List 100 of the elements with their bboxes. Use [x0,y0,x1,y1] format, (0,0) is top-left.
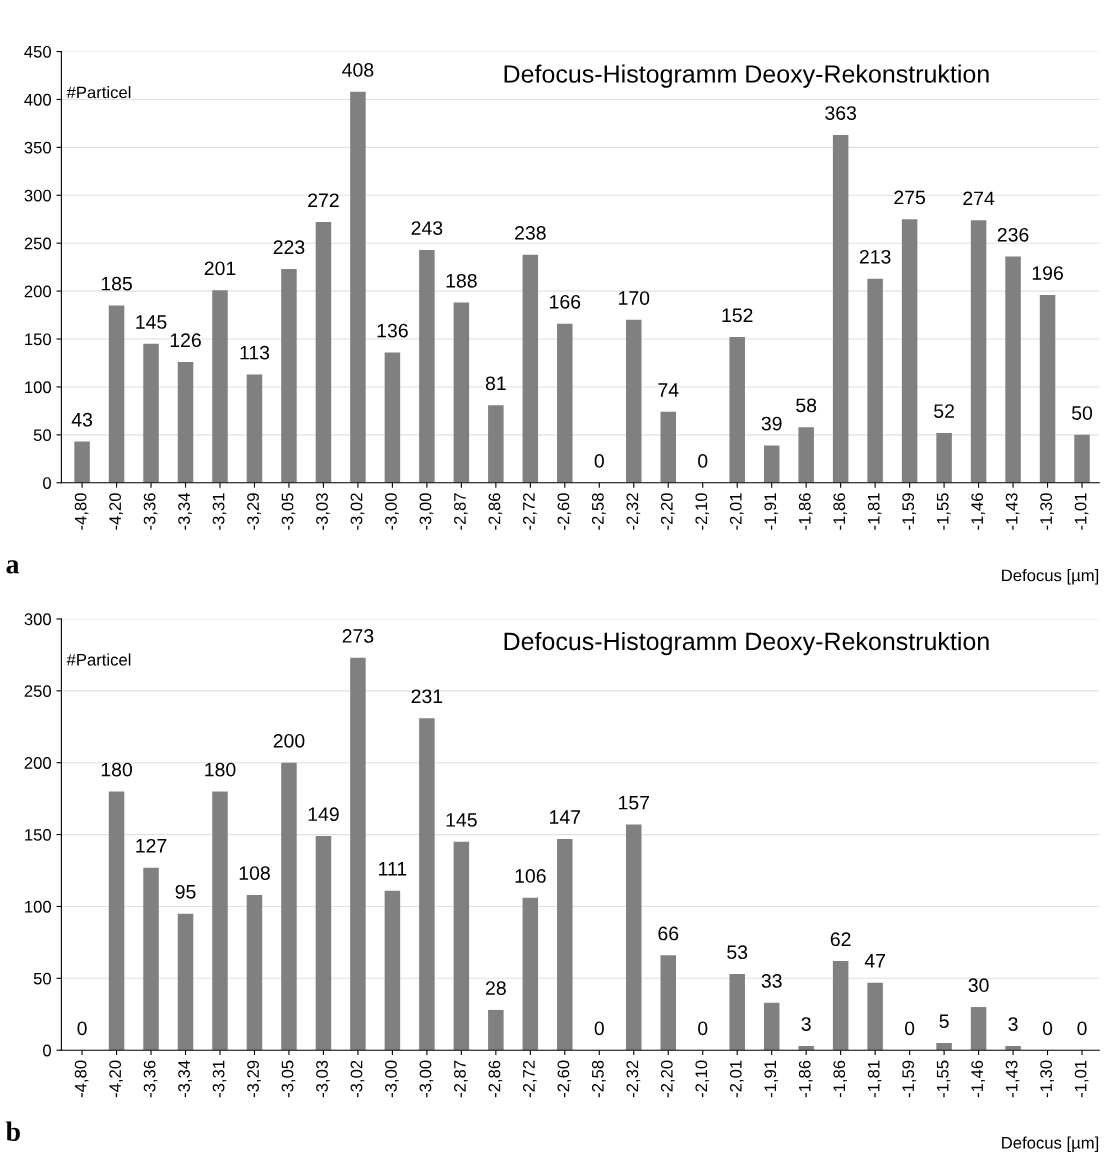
x-tick-label: -1,55 [936,1060,951,1098]
bar [350,657,366,1051]
data-label: 106 [515,869,546,883]
bar [867,982,883,1051]
bar [1039,294,1056,483]
data-label: 136 [377,323,408,338]
data-label: 5 [939,1014,949,1029]
x-tick-label: -4,80 [74,493,89,530]
bar [1005,256,1021,483]
y-tick-label: 450 [24,45,52,58]
bar [281,269,297,483]
bar [315,836,332,1051]
x-tick-label: -2,87 [454,493,468,530]
bar [970,1007,987,1051]
data-label: 231 [411,689,443,704]
bar [453,302,470,483]
bar [143,867,159,1051]
bar [970,220,987,483]
x-tick-label: -1,86 [833,1060,848,1098]
data-label: 52 [934,404,954,418]
x-tick-label: -2,87 [454,1060,468,1098]
bar [557,838,573,1051]
x-tick-label: -1,01 [1074,493,1089,530]
data-label: 39 [761,416,782,431]
data-label: 113 [240,345,270,360]
x-tick-label: -1,86 [798,1060,813,1098]
bar [212,290,228,483]
x-tick-label: -1,46 [971,1060,986,1098]
bar [108,305,125,483]
x-tick-label: -2,32 [626,493,641,530]
x-tick-label: -3,31 [212,1060,227,1098]
bar [660,411,676,483]
data-label: 28 [486,981,506,995]
bar [798,427,814,483]
y-axis-title: #Particel [66,653,131,666]
x-tick-label: -1,46 [971,493,986,530]
data-label: 127 [136,838,167,853]
y-tick-label: 100 [25,381,52,394]
data-label: 236 [997,227,1029,242]
x-tick-label: -2,01 [729,493,744,530]
bar [626,824,642,1051]
x-tick-label: -3,05 [281,1060,296,1098]
x-tick-label: -2,10 [695,493,710,530]
data-label: 152 [722,308,753,323]
data-label: 166 [550,294,581,309]
bar [246,374,263,483]
data-label: 196 [1032,266,1063,280]
x-tick-label: -1,86 [833,493,848,530]
data-label: 74 [658,383,679,397]
bar [74,441,90,483]
x-tick-label: -2,20 [660,1060,675,1098]
y-tick-label: 250 [24,237,52,250]
x-tick-label: -3,00 [385,1060,399,1098]
data-label: 149 [308,807,339,822]
bar [143,343,159,483]
x-tick-label: -2,86 [488,1060,503,1098]
bar [246,894,263,1051]
bar [798,1045,814,1051]
data-label: 238 [515,225,546,240]
x-tick-label: -3,02 [350,1060,365,1098]
data-label: 223 [273,240,305,255]
x-tick-label: -3,05 [281,493,296,530]
data-label: 53 [727,945,748,960]
bar [729,337,745,483]
data-label: 62 [830,932,851,947]
x-tick-label: -3,34 [178,492,192,530]
bar [522,897,539,1051]
bar [867,278,883,483]
bar [557,323,573,483]
bar [177,362,194,483]
x-tick-label: -4,80 [74,1060,89,1098]
x-tick-label: -3,03 [316,493,330,530]
bar [660,955,676,1051]
data-label: 157 [619,795,650,810]
x-axis-title: Defocus [µm] [1002,1136,1099,1152]
x-tick-label: -2,01 [729,1060,744,1098]
bar [384,890,401,1051]
data-label: 0 [698,454,708,468]
x-tick-label: -1,55 [936,493,951,530]
data-label: 0 [594,454,604,468]
data-label: 47 [864,954,885,968]
y-tick-label: 100 [25,900,52,913]
y-tick-label: 0 [43,1044,52,1057]
y-tick-label: 300 [24,189,52,202]
text: b [5,1121,20,1142]
x-tick-label: -3,03 [316,1060,330,1098]
y-tick-label: 50 [33,429,52,442]
y-tick-label: 150 [25,333,52,346]
data-label: 30 [968,978,989,993]
data-label: 180 [205,762,236,777]
data-label: 50 [1071,406,1093,420]
data-label: 188 [446,273,477,288]
data-label: 3 [1008,1017,1018,1031]
data-label: 145 [136,315,167,329]
data-label: 185 [101,276,132,291]
x-tick-label: -3,34 [178,1060,192,1098]
bar [763,445,780,483]
data-label: 66 [658,926,679,941]
x-tick-label: -2,60 [557,493,572,530]
bar [832,134,849,483]
